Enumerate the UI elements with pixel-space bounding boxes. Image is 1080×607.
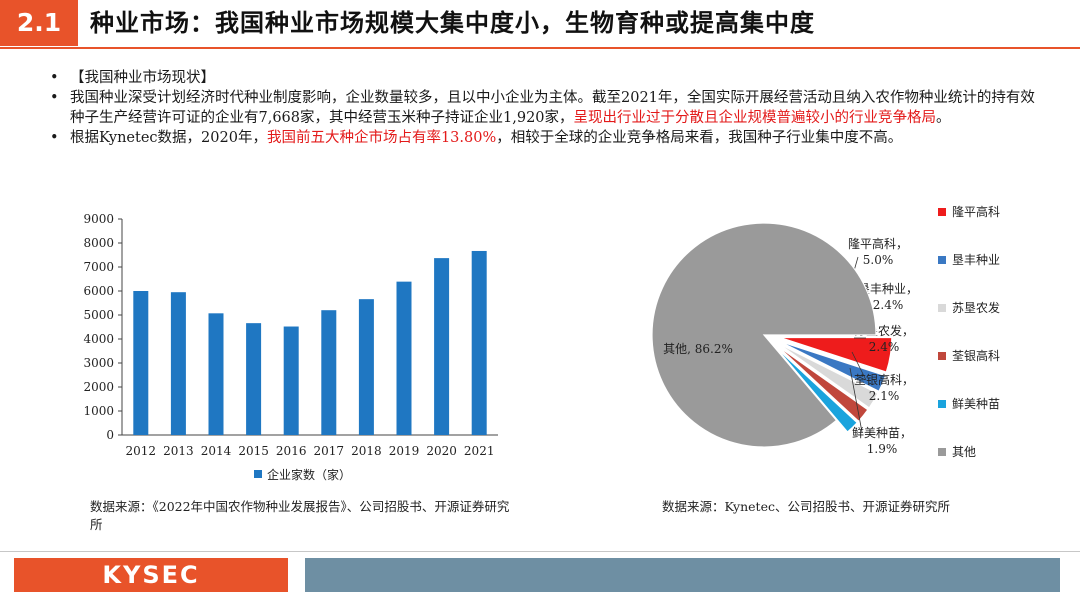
bar xyxy=(358,299,374,435)
market-share-pie-chart: 隆平高科，5.0%垦丰种业，2.4%苏垦农发，2.4%荃银高科，2.1%鲜美种苗… xyxy=(651,204,1000,459)
x-tick-label: 2020 xyxy=(426,444,457,458)
bullet-text: 根据Kynetec数据，2020年， xyxy=(70,130,267,146)
bullet-text: 【我国种业市场现状】 xyxy=(70,70,215,86)
x-tick-label: 2012 xyxy=(126,444,157,458)
bar xyxy=(208,313,224,435)
y-tick-label: 9000 xyxy=(83,212,114,226)
bar xyxy=(471,250,487,435)
pie-leader-line xyxy=(849,367,863,433)
pie-slice xyxy=(779,336,893,373)
bullet-dot-icon: • xyxy=(50,70,59,86)
bullet-dot-icon: • xyxy=(50,90,59,106)
bar xyxy=(246,323,262,435)
pie-data-label-value: 2.4% xyxy=(869,340,900,354)
pie-data-label-name: 鲜美种苗， xyxy=(852,426,912,440)
y-tick-label: 4000 xyxy=(83,332,114,346)
bullet-item: • 根据Kynetec数据，2020年，我国前五大种企市场占有率13.80%，相较… xyxy=(50,128,1040,148)
pie-data-label-value: 1.9% xyxy=(867,442,898,456)
y-tick-label: 2000 xyxy=(83,380,114,394)
pie-slice xyxy=(776,344,869,423)
legend-label: 荃银高科 xyxy=(952,348,1000,363)
page-title: 种业市场：我国种业市场规模大集中度小，生物育种或提高集中度 xyxy=(90,8,815,37)
legend-swatch xyxy=(938,256,946,264)
footer-band xyxy=(305,558,1060,592)
bullet-item: • 【我国种业市场现状】 xyxy=(50,68,1040,88)
pie-data-label-name: 隆平高科， xyxy=(848,236,908,251)
legend-swatch xyxy=(938,352,946,360)
title-bar: 2.1 种业市场：我国种业市场规模大集中度小，生物育种或提高集中度 xyxy=(0,0,1080,46)
x-tick-label: 2019 xyxy=(389,444,420,458)
y-tick-label: 7000 xyxy=(83,260,114,274)
legend-swatch xyxy=(938,208,946,216)
bullet-highlight: 我国前五大种企市场占有率13.80% xyxy=(266,130,497,146)
bullet-text-end: ，相较于全球的企业竞争格局来看，我国种子行业集中度不高。 xyxy=(496,130,903,146)
bar xyxy=(133,291,149,435)
legend-swatch xyxy=(938,400,946,408)
pie-slice xyxy=(778,340,887,393)
pie-data-label-name: 荃银高科， xyxy=(854,372,914,387)
y-tick-label: 1000 xyxy=(83,404,114,418)
pie-data-label-value: 2.1% xyxy=(869,389,900,403)
y-tick-label: 6000 xyxy=(83,284,114,298)
legend-label: 鲜美种苗 xyxy=(952,397,1000,411)
bar-chart-source: 数据来源：《2022年中国农作物种业发展报告》、公司招股书、开源证券研究所 xyxy=(90,499,510,532)
bullet-text-end: 。 xyxy=(936,110,951,126)
enterprise-count-bar-chart: 0 1000 2000 3000 4000 5000 6000 7000 8000 9000 201… xyxy=(83,212,498,482)
pie-slice xyxy=(774,346,859,433)
legend-label: 企业家数（家） xyxy=(267,467,351,482)
title-divider xyxy=(0,47,1080,49)
legend-swatch xyxy=(254,470,262,478)
pie-chart-source: 数据来源：Kynetec、公司招股书、开源证券研究所 xyxy=(662,499,950,514)
bullet-dot-icon: • xyxy=(50,130,59,146)
y-tick-label: 3000 xyxy=(83,356,114,370)
pie-data-label: 其他, 86.2% xyxy=(663,342,733,356)
bullet-highlight: 呈现出行业过于分散且企业规模普遍较小的行业竞争格局 xyxy=(573,110,937,126)
bar xyxy=(321,310,337,435)
y-tick-label: 5000 xyxy=(83,308,114,322)
y-tick-label: 8000 xyxy=(83,236,114,250)
legend-label: 苏垦农发 xyxy=(952,300,1000,315)
legend-label: 其他 xyxy=(952,445,976,459)
legend-swatch xyxy=(938,448,946,456)
bar xyxy=(283,326,299,435)
bar xyxy=(434,258,450,435)
pie-slice xyxy=(777,342,879,409)
pie-slice xyxy=(651,222,877,448)
bullet-item: • 我国种业深受计划经济时代种业制度影响，企业数量较多，且以中小企业为主体。截至2… xyxy=(50,88,1040,128)
kysec-logo: KYSEC xyxy=(14,558,288,592)
bullet-list: • 【我国种业市场现状】 • 我国种业深受计划经济时代种业制度影响，企业数量较多，且… xyxy=(50,68,1040,148)
x-tick-label: 2021 xyxy=(464,444,495,458)
bar xyxy=(396,281,412,435)
bullet-text: 我国种业深受计划经济时代种业制度影响，企业数量较多，且以中小企业为主体。截至20… xyxy=(70,90,1035,126)
legend-swatch xyxy=(938,304,946,312)
section-number: 2.1 xyxy=(0,0,78,46)
legend-label: 垦丰种业 xyxy=(952,253,1000,267)
x-tick-label: 2016 xyxy=(276,444,307,458)
footer-divider xyxy=(0,551,1080,552)
pie-leader-line xyxy=(851,351,867,381)
x-tick-label: 2015 xyxy=(238,444,269,458)
x-tick-label: 2018 xyxy=(351,444,382,458)
y-tick-label: 0 xyxy=(106,428,114,442)
x-tick-label: 2014 xyxy=(201,444,232,458)
pie-data-label-name: 垦丰种业， xyxy=(858,282,918,296)
legend-label: 隆平高科 xyxy=(952,204,1000,219)
bar xyxy=(170,292,186,435)
pie-data-label-value: 2.4% xyxy=(873,298,904,312)
x-tick-label: 2017 xyxy=(314,444,345,458)
x-tick-label: 2013 xyxy=(163,444,194,458)
pie-data-label-value: 5.0% xyxy=(863,253,894,267)
